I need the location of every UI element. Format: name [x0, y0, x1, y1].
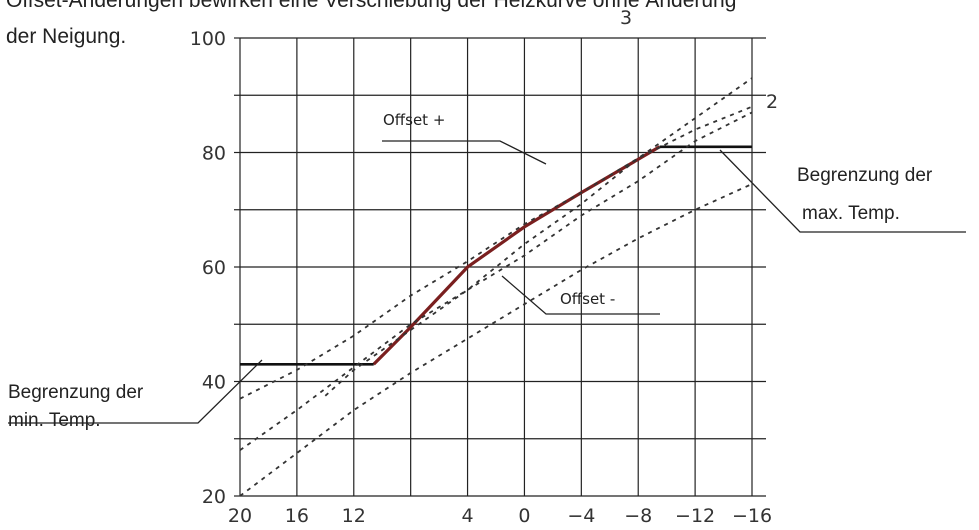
- grid: [234, 37, 766, 497]
- curve-label-3: 3: [620, 7, 632, 29]
- offset-minus-leader: [501, 275, 660, 315]
- y-tick-label: 60: [202, 257, 226, 279]
- series-offset-minus: [239, 183, 753, 497]
- max-limit-label-line1: Begrenzung der: [797, 165, 933, 186]
- min-limit-label-line2: min. Temp.: [8, 410, 101, 431]
- x-tick-label: −8: [624, 505, 652, 527]
- x-tick-label: 12: [342, 505, 366, 527]
- offset-plus-leader: [382, 140, 547, 165]
- y-tick-label: 40: [202, 372, 226, 394]
- curve-label-2: 2: [766, 91, 778, 113]
- x-tick-label: −4: [567, 505, 595, 527]
- max-limit-label-line2: max. Temp.: [802, 203, 900, 224]
- x-tick-label: 0: [518, 505, 530, 527]
- curves: [239, 77, 753, 497]
- offset-minus-label: Offset -: [560, 290, 615, 308]
- min-limit-leader: [8, 359, 263, 424]
- x-tick-label: 20: [228, 505, 252, 527]
- x-tick-label: −16: [732, 505, 772, 527]
- series-curve-3: [239, 111, 753, 451]
- min-limit-label-line1: Begrenzung der: [8, 382, 144, 403]
- max-limit-leader: [719, 149, 966, 233]
- y-tick-label: 20: [202, 486, 226, 508]
- x-tick-label: 16: [285, 505, 309, 527]
- caption-line: der Neigung.: [6, 25, 127, 48]
- y-tick-label: 80: [202, 143, 226, 165]
- offset-plus-label: Offset +: [383, 111, 445, 129]
- x-tick-label: −12: [675, 505, 715, 527]
- caption-top-line: Offset-Änderungen bewirken eine Verschie…: [6, 0, 737, 12]
- x-tick-label: 4: [462, 505, 474, 527]
- series-heating-curve: [372, 145, 661, 366]
- y-tick-label: 100: [190, 28, 226, 50]
- series-offset-plus: [239, 105, 753, 400]
